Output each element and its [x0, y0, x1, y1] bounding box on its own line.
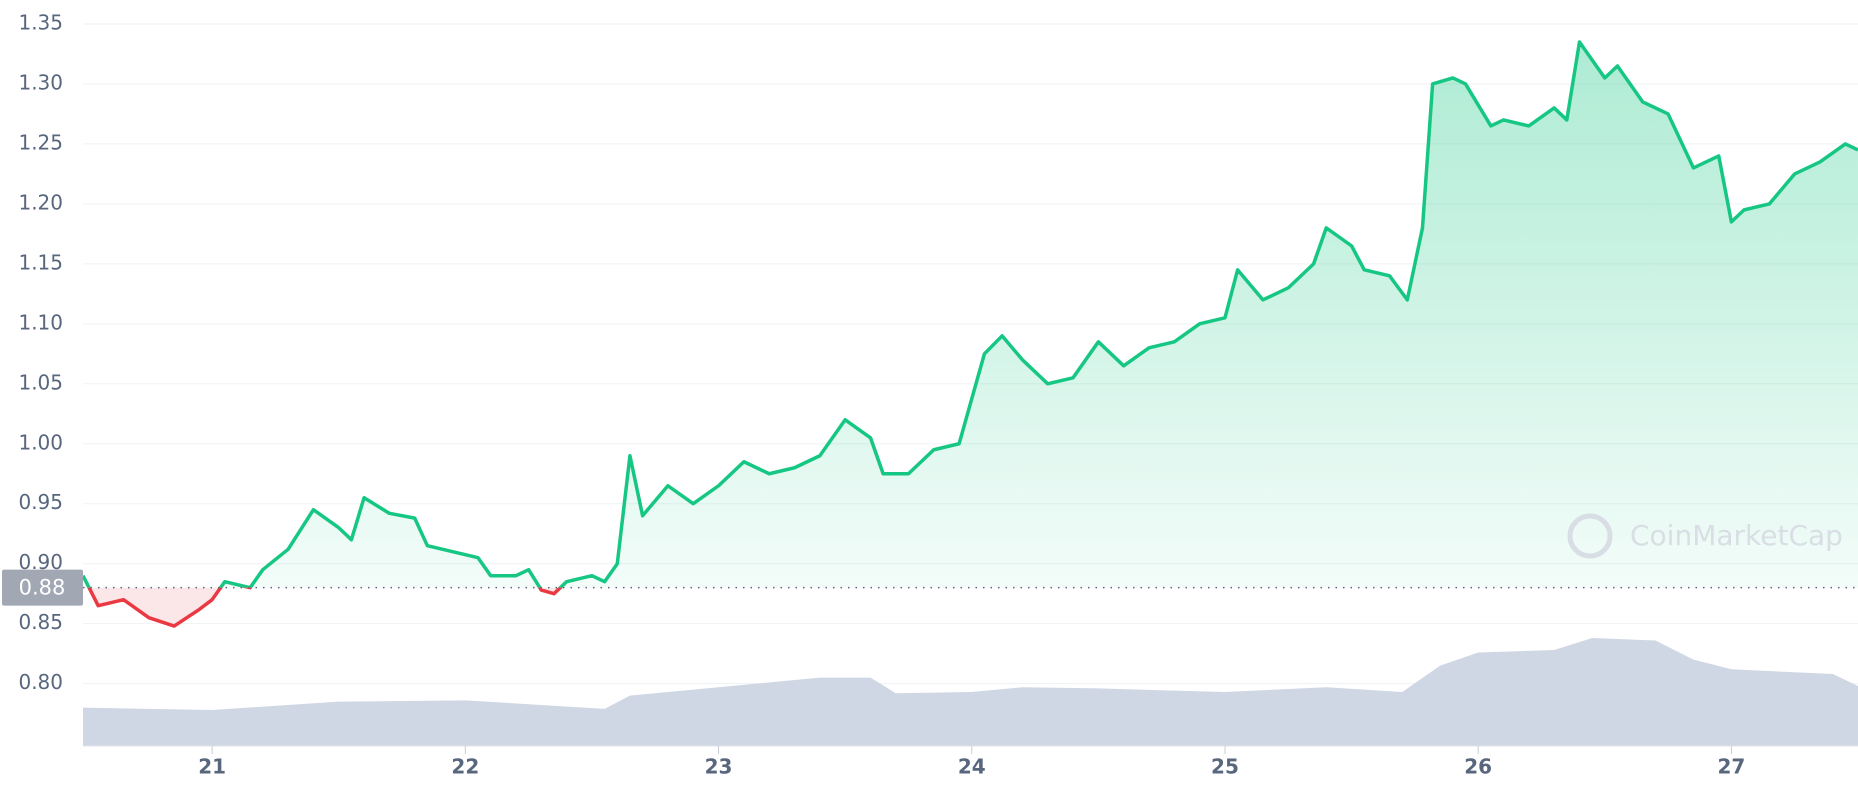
x-tick-label: 22	[451, 755, 479, 779]
x-tick-label: 23	[705, 755, 733, 779]
volume-area	[83, 638, 1858, 746]
y-tick-label: 0.95	[18, 490, 63, 514]
y-tick-label: 1.35	[18, 10, 63, 34]
y-tick-label: 1.15	[18, 250, 63, 274]
y-tick-label: 1.05	[18, 370, 63, 394]
price-line-up	[81, 40, 1858, 588]
baseline-badge	[2, 569, 83, 606]
y-tick-label: 0.80	[18, 670, 63, 694]
x-tick-label: 21	[198, 755, 226, 779]
baseline-label: 0.88	[19, 576, 66, 600]
y-tick-label: 0.85	[18, 610, 63, 634]
y-tick-label: 1.30	[18, 70, 63, 94]
x-tick-label: 24	[958, 755, 986, 779]
y-tick-label: 1.10	[18, 310, 63, 334]
watermark: CoinMarketCap	[1567, 513, 1843, 559]
watermark-text: CoinMarketCap	[1630, 519, 1843, 552]
area-above	[83, 41, 1858, 588]
y-tick-label: 1.25	[18, 130, 63, 154]
x-tick-label: 26	[1464, 755, 1492, 779]
x-tick-label: 25	[1211, 755, 1239, 779]
y-tick-label: 1.20	[18, 190, 63, 214]
watermark-logo	[1567, 513, 1613, 559]
x-tick-label: 27	[1717, 755, 1745, 779]
y-tick-label: 1.00	[18, 430, 63, 454]
